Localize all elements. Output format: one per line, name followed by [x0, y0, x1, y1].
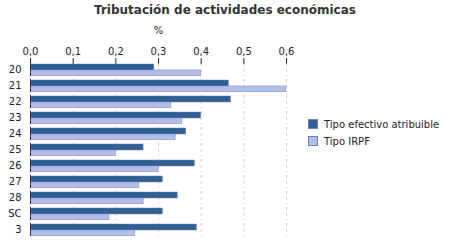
html-text:Tributación de actividades eco: Tributación de actividades económicas [94, 3, 356, 17]
svg-text:21: 21 [9, 80, 22, 91]
svg-text:0,3: 0,3 [151, 46, 167, 57]
html-text:Tipo IRPF: Tipo IRPF [324, 135, 370, 147]
svg-text:28: 28 [9, 192, 22, 203]
svg-text:25: 25 [9, 144, 22, 155]
svg-text:26: 26 [9, 160, 22, 171]
svg-text:0,2: 0,2 [108, 46, 124, 57]
html-text:Tipo efectivo atribuible: Tipo efectivo atribuible [324, 118, 440, 130]
svg-text:0,4: 0,4 [193, 46, 209, 57]
svg-text:0,0: 0,0 [23, 46, 39, 57]
svg-text:27: 27 [9, 176, 22, 187]
svg-text:0,6: 0,6 [279, 46, 295, 57]
svg-text:3: 3 [15, 224, 21, 235]
svg-text:23: 23 [9, 112, 22, 123]
svg-text:0,5: 0,5 [236, 46, 252, 57]
svg-text:24: 24 [9, 128, 22, 139]
svg-text:%: % [154, 25, 164, 36]
svg-text:0,1: 0,1 [65, 46, 81, 57]
svg-text:20: 20 [9, 64, 22, 75]
svg-text:22: 22 [9, 96, 22, 107]
svg-text:SC: SC [8, 208, 21, 219]
